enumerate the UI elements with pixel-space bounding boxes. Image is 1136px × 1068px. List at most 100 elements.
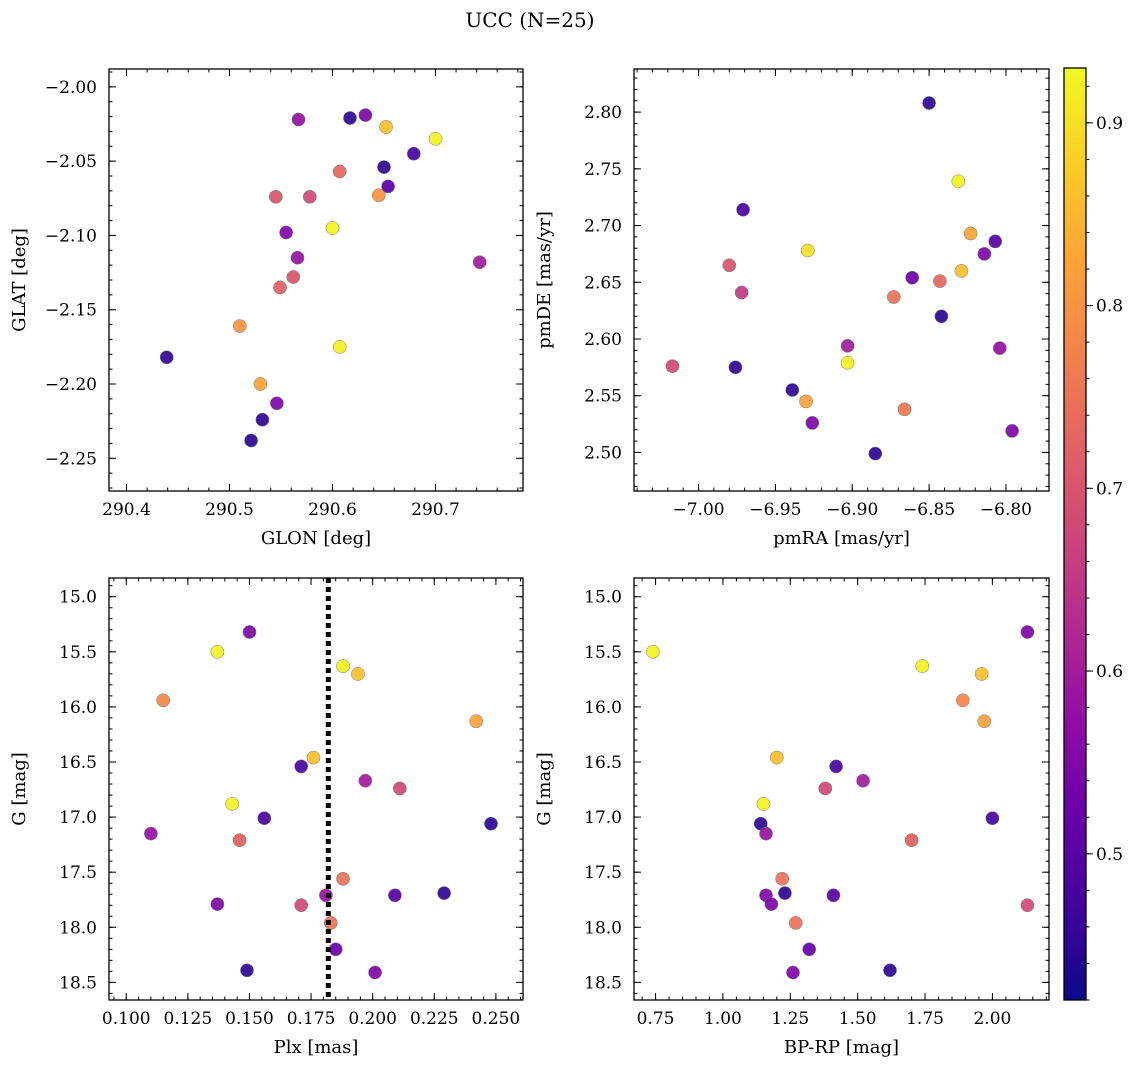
y-tick-label: −2.05 bbox=[45, 152, 97, 172]
y-axis-label: GLAT [deg] bbox=[9, 228, 30, 332]
y-axis-label: pmDE [mas/yr] bbox=[534, 211, 555, 349]
axes-frame bbox=[108, 68, 524, 492]
chart-panel-bprp-g: 0.75 1.00 1.25 1.50 1.75 2.00 15.0 15.5 16.0 16.5… bbox=[534, 577, 1050, 1058]
x-tick-label: 1.75 bbox=[906, 1009, 944, 1029]
y-tick-label: 18.0 bbox=[584, 918, 622, 938]
x-tick-label: 0.250 bbox=[472, 1009, 521, 1029]
x-tick-label: −6.80 bbox=[980, 500, 1032, 520]
data-point bbox=[904, 833, 919, 848]
data-point bbox=[728, 360, 743, 375]
x-tick-label: −6.90 bbox=[826, 500, 878, 520]
x-tick-label: −7.00 bbox=[673, 500, 725, 520]
x-tick-label: 0.125 bbox=[164, 1009, 213, 1029]
data-point bbox=[840, 355, 855, 370]
y-tick-label: 17.5 bbox=[584, 863, 622, 883]
data-point bbox=[377, 160, 391, 174]
y-tick-label: −2.20 bbox=[45, 375, 97, 395]
y-tick-label: 2.50 bbox=[584, 443, 622, 463]
chart-panel-glon-glat: 290.4 290.5 290.6 290.7 −2.00 −2.05 −2.10 −2.15… bbox=[9, 68, 524, 549]
data-point bbox=[332, 340, 347, 354]
axes-frame bbox=[633, 68, 1050, 492]
data-point bbox=[268, 189, 283, 204]
data-point bbox=[392, 781, 407, 796]
data-point bbox=[840, 338, 855, 353]
data-point bbox=[242, 625, 257, 639]
data-point bbox=[428, 131, 443, 146]
data-point bbox=[977, 714, 992, 729]
data-point bbox=[358, 773, 373, 788]
x-tick-label: 0.100 bbox=[102, 1009, 151, 1029]
y-tick-label: 16.0 bbox=[59, 698, 97, 718]
x-tick-label: 290.6 bbox=[308, 500, 357, 520]
x-tick-label: 0.200 bbox=[348, 1009, 397, 1029]
y-axis-label: G [mag] bbox=[9, 752, 30, 825]
ticks bbox=[634, 69, 1049, 491]
x-tick-label: 0.175 bbox=[287, 1009, 336, 1029]
ticks bbox=[109, 578, 523, 1000]
data-point bbox=[886, 290, 901, 304]
data-point bbox=[934, 309, 949, 324]
y-tick-label: −2.15 bbox=[45, 301, 97, 321]
colorbar-tick-label: 0.7 bbox=[1096, 479, 1123, 499]
data-point bbox=[799, 394, 813, 409]
data-point bbox=[371, 188, 386, 203]
data-point bbox=[291, 112, 306, 127]
y-tick-label: 17.0 bbox=[59, 808, 97, 828]
data-point bbox=[332, 164, 347, 179]
scatter-points bbox=[646, 625, 1035, 980]
data-point bbox=[988, 234, 1003, 249]
data-point bbox=[381, 179, 395, 194]
x-tick-label: −6.95 bbox=[749, 500, 801, 520]
data-point bbox=[977, 247, 992, 261]
data-point bbox=[788, 916, 803, 930]
data-point bbox=[736, 202, 750, 217]
x-axis-label: GLON [deg] bbox=[261, 528, 371, 549]
y-tick-label: 17.5 bbox=[59, 863, 97, 883]
y-tick-label: 2.60 bbox=[584, 330, 622, 350]
data-point bbox=[905, 270, 920, 285]
chart-panel-pmra-pmde: −7.00 −6.95 −6.90 −6.85 −6.80 2.50 2.55 2.60 2.6… bbox=[534, 68, 1050, 549]
y-tick-label: 2.75 bbox=[584, 160, 622, 180]
data-point bbox=[665, 359, 680, 374]
y-tick-label: 18.0 bbox=[59, 918, 97, 938]
data-point bbox=[802, 942, 817, 957]
data-point bbox=[379, 120, 393, 134]
data-point bbox=[294, 759, 309, 774]
data-point bbox=[955, 693, 970, 708]
data-point bbox=[273, 280, 287, 295]
data-point bbox=[933, 274, 947, 288]
data-point bbox=[856, 773, 870, 788]
data-point bbox=[1020, 898, 1035, 913]
y-tick-label: 16.5 bbox=[584, 753, 622, 773]
data-point bbox=[963, 226, 978, 241]
data-point bbox=[756, 797, 771, 811]
data-point bbox=[290, 250, 305, 265]
x-tick-label: 290.7 bbox=[411, 500, 460, 520]
colorbar-tick-label: 0.8 bbox=[1096, 297, 1123, 317]
data-point bbox=[469, 714, 484, 729]
x-axis-label: BP-RP [mag] bbox=[784, 1037, 899, 1058]
data-point bbox=[985, 811, 1000, 826]
data-point bbox=[232, 833, 247, 848]
data-point bbox=[484, 816, 498, 831]
x-axis-label: Plx [mas] bbox=[274, 1037, 359, 1058]
y-tick-label: 15.5 bbox=[584, 643, 622, 663]
y-tick-label: −2.25 bbox=[45, 449, 97, 469]
data-point bbox=[156, 693, 171, 708]
data-point bbox=[159, 350, 174, 365]
data-point bbox=[759, 826, 773, 841]
data-point bbox=[954, 264, 969, 278]
data-point bbox=[210, 897, 225, 911]
data-point bbox=[769, 750, 784, 765]
data-point bbox=[257, 811, 272, 826]
data-point bbox=[368, 965, 382, 980]
data-point bbox=[868, 446, 883, 461]
data-point bbox=[785, 383, 800, 397]
scatter-points bbox=[665, 96, 1019, 461]
x-tick-label: −6.85 bbox=[903, 500, 955, 520]
y-tick-label: 15.5 bbox=[59, 643, 97, 663]
colorbar-tick-label: 0.6 bbox=[1096, 662, 1123, 682]
data-point bbox=[253, 377, 268, 391]
data-point bbox=[144, 826, 158, 841]
